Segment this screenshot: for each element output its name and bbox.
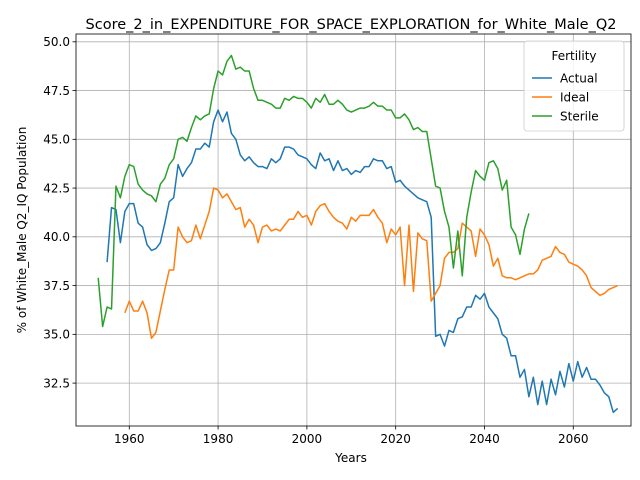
legend-label-actual: Actual [560,71,598,85]
legend-label-ideal: Ideal [560,90,589,104]
y-tick-label: 37.5 [43,279,70,293]
plot-frame [75,33,632,427]
series-line-sterile [97,54,530,328]
x-tick-label: 1960 [114,432,145,446]
x-tick-label: 2000 [292,432,323,446]
chart-title: Score_2_in_EXPENDITURE_FOR_SPACE_EXPLORA… [86,17,617,33]
x-tick-label: 1980 [203,432,234,446]
x-axis-ticks: 1960 1980 2000 2020 2040 2060 [114,426,589,446]
legend-box [523,40,625,132]
y-axis-label: % of White_Male Q2_IQ Population [15,127,29,334]
x-tick-label: 2060 [558,432,589,446]
x-axis-label: Years [334,451,367,465]
y-tick-label: 47.5 [43,84,70,98]
y-tick-label: 32.5 [43,376,70,390]
y-tick-label: 40.0 [43,230,70,244]
x-tick-label: 2020 [380,432,411,446]
legend-title: Fertility [551,49,596,63]
y-tick-label: 50.0 [43,35,70,49]
legend: Fertility Actual Ideal Sterile [523,40,625,132]
y-axis-ticks: 32.5 35.0 37.5 40.0 42.5 45.0 47.5 50.0 [43,35,76,390]
series-lines [97,54,619,414]
series-line-actual [106,109,619,414]
y-tick-label: 35.0 [43,328,70,342]
x-tick-label: 2040 [469,432,500,446]
series-line-ideal [124,187,618,339]
grid-lines [76,34,631,426]
y-tick-label: 45.0 [43,133,70,147]
y-tick-label: 42.5 [43,181,70,195]
legend-label-sterile: Sterile [560,109,599,123]
